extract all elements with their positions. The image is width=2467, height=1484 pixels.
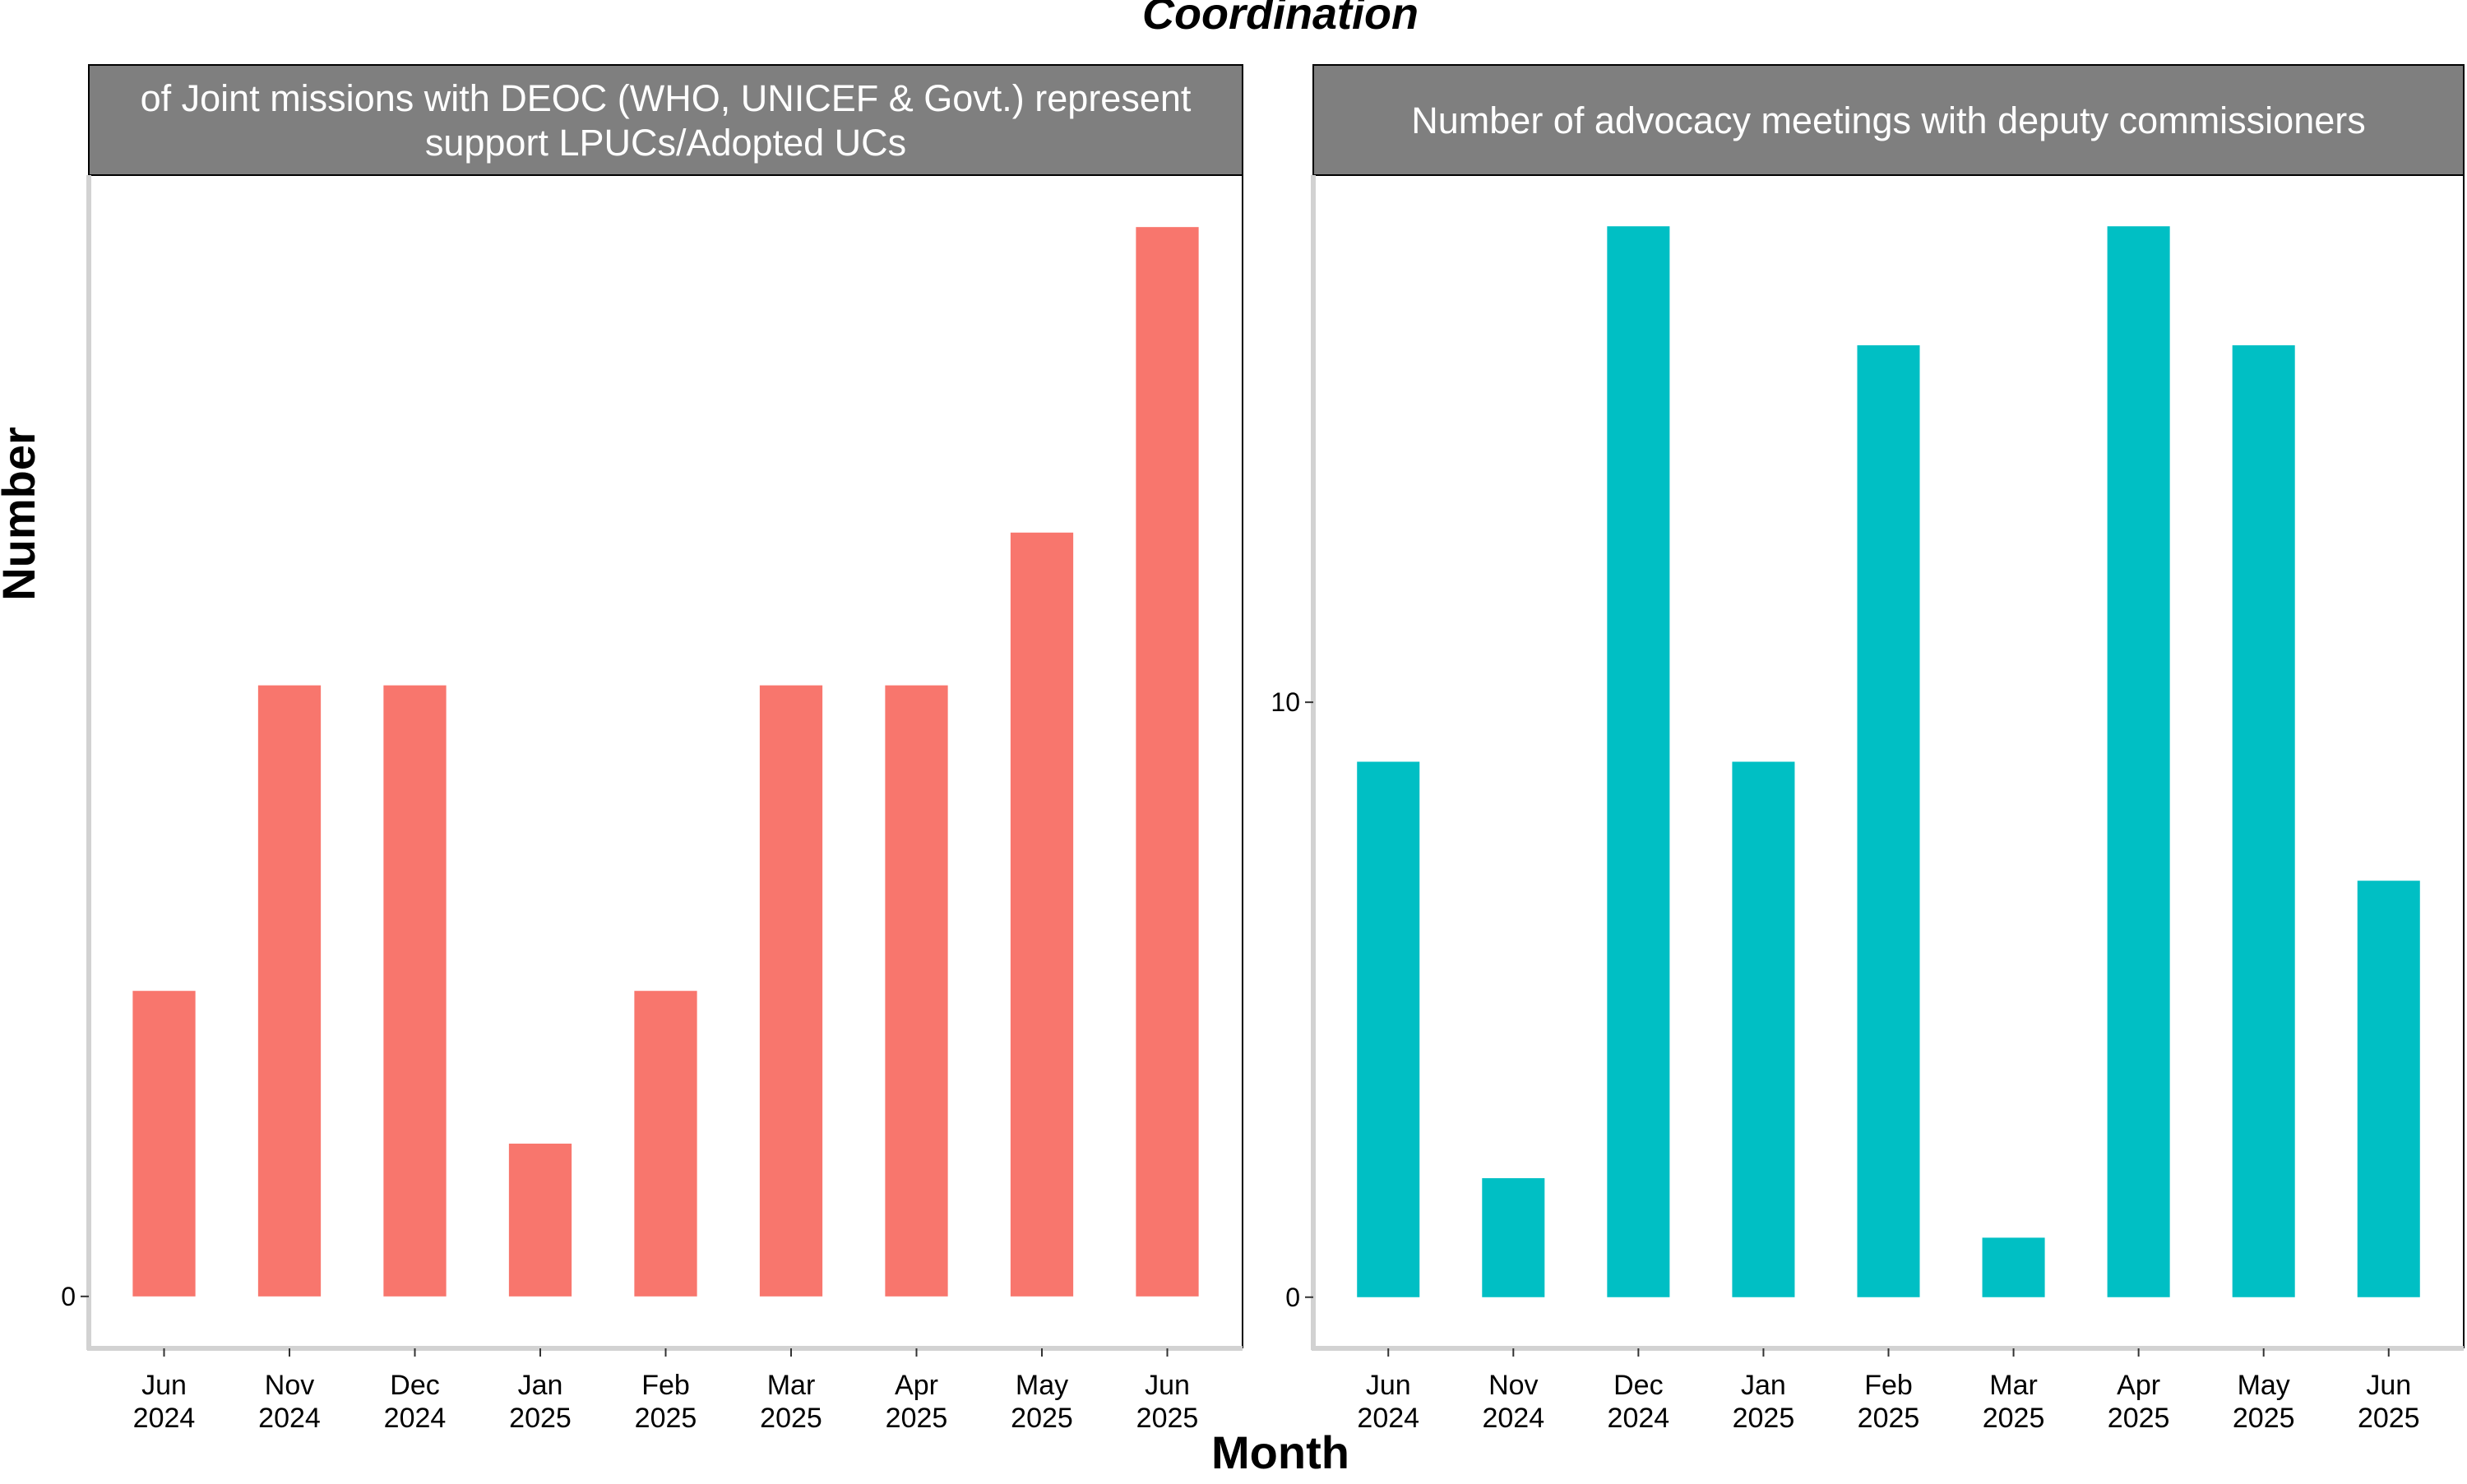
bar xyxy=(1982,1237,2045,1297)
x-tick-label: Jun 2024 xyxy=(133,1370,196,1434)
x-tick-label-line: Feb xyxy=(1864,1370,1913,1401)
x-tick-label-line: 2025 xyxy=(2358,1403,2420,1434)
bar xyxy=(383,685,447,1297)
x-tick-label-line: 2024 xyxy=(384,1403,447,1434)
x-tick-label-line: 2025 xyxy=(1733,1403,1795,1434)
x-tick-label-line: 2025 xyxy=(1136,1403,1199,1434)
panels: of Joint missions with DEOC (WHO, UNICEF… xyxy=(61,64,2465,1434)
x-tick-label-line: Jan xyxy=(1741,1370,1786,1401)
bar xyxy=(1607,226,1670,1297)
x-tick-label-line: 2025 xyxy=(1011,1403,1073,1434)
x-tick-label-line: Apr xyxy=(895,1370,938,1401)
bar xyxy=(1357,761,1420,1297)
panel-title-line: support LPUCs/Adopted UCs xyxy=(425,122,906,164)
panel-2: Number of advocacy meetings with deputy … xyxy=(1271,64,2465,1434)
panel-1: of Joint missions with DEOC (WHO, UNICEF… xyxy=(61,64,1243,1434)
x-tick-label: Nov 2024 xyxy=(1482,1370,1544,1434)
x-tick-label: Feb 2025 xyxy=(635,1370,697,1434)
panel-strip xyxy=(88,64,1243,176)
x-tick-label: Dec 2024 xyxy=(1608,1370,1670,1434)
x-tick-label-line: 2024 xyxy=(133,1403,196,1434)
x-axis-label: Month xyxy=(1211,1426,1349,1478)
bar xyxy=(634,991,697,1297)
y-tick-label: 10 xyxy=(1271,687,1300,717)
x-tick-label: Jun 2025 xyxy=(1136,1370,1199,1434)
bar xyxy=(1010,532,1074,1297)
x-tick-label-line: 2025 xyxy=(1858,1403,1920,1434)
x-tick-label-line: Jun xyxy=(141,1370,187,1401)
bar xyxy=(508,1144,572,1297)
bar xyxy=(1857,344,1920,1297)
bar xyxy=(759,685,823,1297)
x-tick-label-line: 2025 xyxy=(886,1403,948,1434)
x-tick-label: Jan 2025 xyxy=(1733,1370,1795,1434)
bar xyxy=(1136,227,1199,1297)
x-tick-label-line: 2025 xyxy=(635,1403,697,1434)
x-tick-label-line: Jun xyxy=(2366,1370,2411,1401)
y-axis-label: Number xyxy=(0,427,44,601)
x-tick-label-line: Jun xyxy=(1145,1370,1190,1401)
x-tick-label-line: 2025 xyxy=(760,1403,822,1434)
x-tick-label-line: Jun xyxy=(1366,1370,1411,1401)
x-tick-label: Dec 2024 xyxy=(384,1370,447,1434)
bar xyxy=(2357,881,2420,1297)
x-tick-label-line: 2024 xyxy=(1482,1403,1544,1434)
x-tick-label-line: 2025 xyxy=(1983,1403,2045,1434)
x-tick-label-line: 2025 xyxy=(2108,1403,2170,1434)
x-tick-label-line: 2024 xyxy=(1608,1403,1670,1434)
x-tick-label: Nov 2024 xyxy=(258,1370,321,1434)
x-tick-label-line: 2025 xyxy=(2233,1403,2295,1434)
chart-title: Coordination xyxy=(1142,0,1419,39)
x-tick-label-line: Dec xyxy=(390,1370,439,1401)
bar xyxy=(257,685,322,1297)
bar xyxy=(2232,344,2295,1297)
x-tick-label-line: Nov xyxy=(1488,1370,1538,1401)
x-tick-label-line: Apr xyxy=(2117,1370,2160,1401)
x-tick-label: May 2025 xyxy=(1011,1370,1073,1434)
y-tick-label: 0 xyxy=(61,1282,76,1311)
x-tick-label-line: Dec xyxy=(1613,1370,1663,1401)
x-tick-label: Jun 2024 xyxy=(1357,1370,1419,1434)
x-tick-label: Feb 2025 xyxy=(1858,1370,1920,1434)
x-tick-label-line: 2024 xyxy=(258,1403,321,1434)
bar xyxy=(132,991,196,1297)
panel-strip xyxy=(1312,64,2465,176)
x-tick-label: Mar 2025 xyxy=(1983,1370,2045,1434)
x-tick-label-line: Nov xyxy=(265,1370,314,1401)
bar xyxy=(885,685,948,1297)
x-tick-label-line: 2024 xyxy=(1357,1403,1419,1434)
x-tick-label: Mar 2025 xyxy=(760,1370,822,1434)
x-tick-label: May 2025 xyxy=(2233,1370,2295,1434)
panel-title-line: of Joint missions with DEOC (WHO, UNICEF… xyxy=(141,77,1192,119)
x-tick-label-line: May xyxy=(2238,1370,2290,1401)
x-tick-label-line: May xyxy=(1016,1370,1068,1401)
y-tick-label: 0 xyxy=(1285,1283,1300,1312)
bar xyxy=(2107,226,2170,1297)
bar xyxy=(1732,761,1795,1297)
x-tick-label: Apr 2025 xyxy=(886,1370,948,1434)
panel-title-line: Number of advocacy meetings with deputy … xyxy=(1411,99,2366,141)
x-tick-label-line: Mar xyxy=(1989,1370,2038,1401)
x-tick-label-line: Feb xyxy=(641,1370,690,1401)
bar xyxy=(1482,1178,1545,1297)
x-tick-label: Apr 2025 xyxy=(2108,1370,2170,1434)
x-tick-label-line: 2025 xyxy=(509,1403,572,1434)
x-tick-label: Jun 2025 xyxy=(2358,1370,2420,1434)
x-tick-label: Jan 2025 xyxy=(509,1370,572,1434)
x-tick-label-line: Mar xyxy=(767,1370,816,1401)
x-tick-label-line: Jan xyxy=(518,1370,563,1401)
